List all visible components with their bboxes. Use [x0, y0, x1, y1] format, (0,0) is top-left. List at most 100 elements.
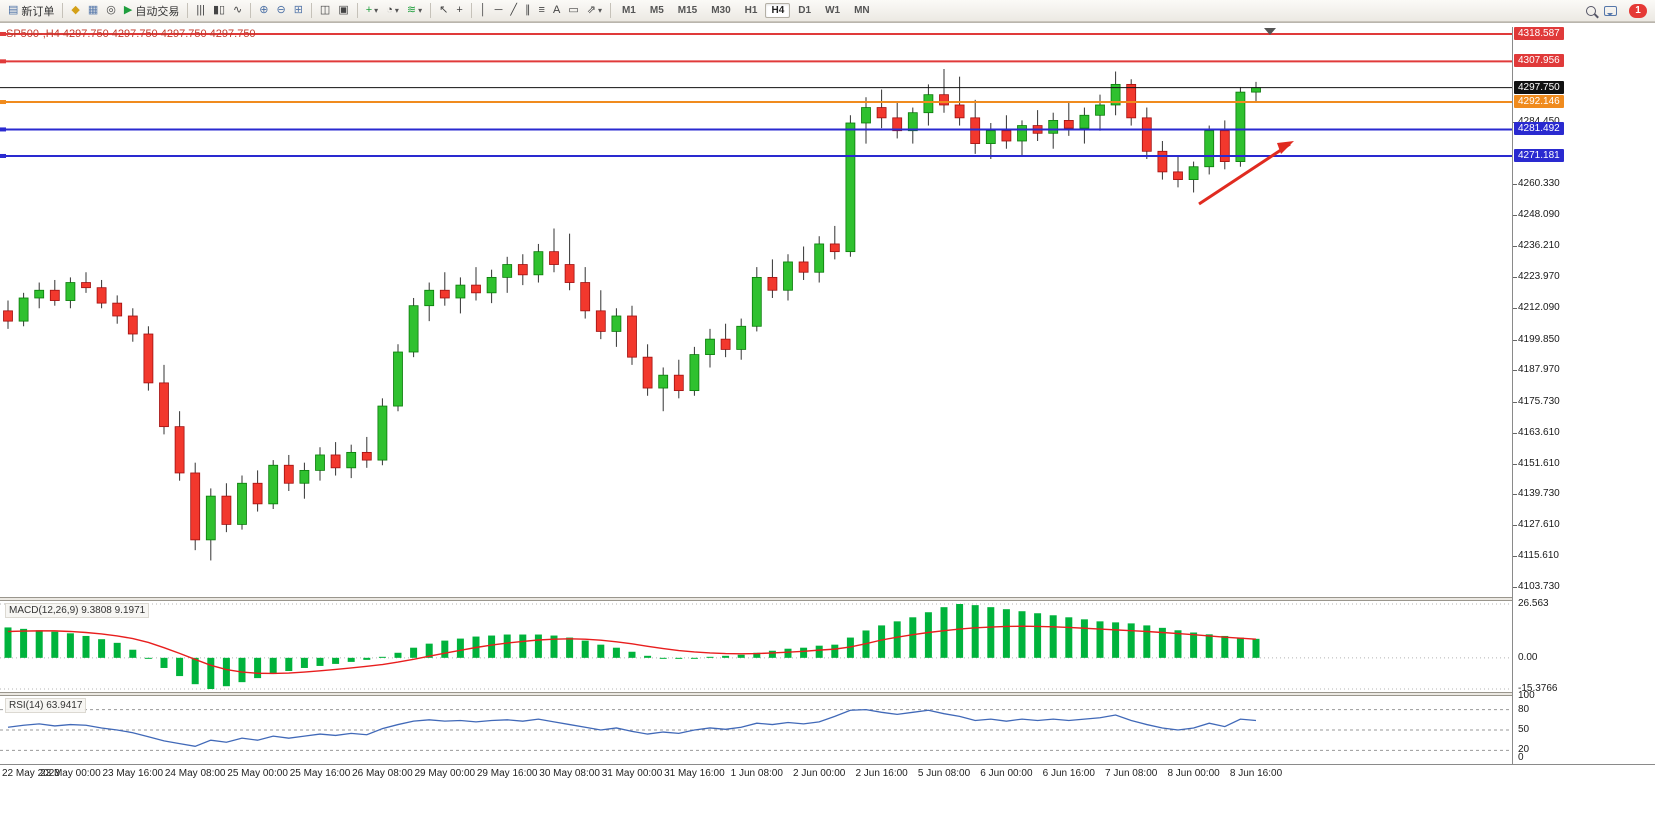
price-axis-label: 4199.850 — [1518, 333, 1560, 345]
chat-button[interactable] — [1601, 2, 1620, 20]
toolbar-separator — [62, 3, 64, 18]
channel-tool-button[interactable]: ∥ — [522, 2, 534, 20]
macd-header: MACD(12,26,9) 9.3808 9.1971 — [5, 603, 150, 618]
periods-button[interactable]: ◔ ▾ — [383, 2, 402, 20]
timeframe-m15[interactable]: M15 — [677, 5, 698, 16]
timeframe-m30[interactable]: M30 — [711, 5, 731, 16]
pane-separator[interactable] — [0, 692, 1655, 696]
chart-area: SP500-,H4 4297.750 4297.750 4297.750 429… — [0, 22, 1655, 830]
timeframe-w1[interactable]: W1 — [825, 5, 841, 16]
text-tool-button[interactable]: A — [550, 2, 563, 20]
time-axis[interactable]: 22 May 2023 23 May 00:00 23 May 16:00 24 Ma… — [0, 764, 1655, 785]
chat-icon — [1604, 5, 1617, 16]
price-axis-label: 4187.970 — [1518, 364, 1560, 376]
pane-separator[interactable] — [0, 597, 1655, 601]
text-label-icon: ▭ — [568, 4, 579, 16]
line-chart-mode-button[interactable]: ∿ — [230, 2, 245, 20]
timeframe-mn[interactable]: MN — [854, 5, 870, 16]
price-axis-tick — [1513, 370, 1517, 372]
timeframe-m5[interactable]: M5 — [649, 5, 664, 16]
price-axis[interactable]: 4284.450 4260.330 4248.090 4236.210 4223.970… — [1512, 26, 1655, 764]
trendline-tool-button[interactable]: ╱ — [507, 2, 520, 20]
grid-icon: ⊞ — [293, 4, 303, 16]
zoom-in-button[interactable]: ⊕ — [256, 2, 271, 20]
timeframe-h4[interactable]: H4 — [765, 3, 791, 18]
new-order-button[interactable]: ▤ 新订单 — [5, 2, 57, 20]
rsi-header: RSI(14) 63.9417 — [5, 698, 87, 713]
time-axis-label: 7 Jun 08:00 — [1105, 768, 1158, 779]
line-chart-icon: ∿ — [233, 4, 243, 16]
price-line-tag: 4281.492 — [1514, 122, 1564, 136]
macd-chart — [0, 603, 1512, 690]
tile-windows-button[interactable]: ◫ — [317, 2, 333, 20]
macd-pane[interactable] — [0, 601, 1512, 692]
market-watch-button[interactable]: ◆ — [68, 2, 82, 20]
crosshair-button[interactable]: + — [453, 2, 465, 20]
price-axis-tick — [1513, 525, 1517, 527]
search-button[interactable] — [1583, 2, 1599, 20]
price-line-tag: 4318.587 — [1514, 26, 1564, 40]
grid-button[interactable]: ⊞ — [291, 2, 306, 20]
indicators-button[interactable]: ≋ ▾ — [404, 2, 425, 20]
vertical-line-icon: │ — [479, 4, 487, 16]
price-axis-label: 4103.730 — [1518, 580, 1560, 592]
price-axis-tick — [1513, 494, 1517, 496]
vertical-line-tool-button[interactable]: │ — [477, 2, 490, 20]
toolbar-separator — [187, 3, 189, 18]
time-axis-label: 6 Jun 00:00 — [980, 768, 1033, 779]
navigator-button[interactable]: ◎ — [103, 2, 119, 20]
rsi-axis-label: 100 — [1518, 690, 1535, 701]
horizontal-line-tool-button[interactable]: ─ — [492, 2, 506, 20]
price-line-tag: 4292.146 — [1514, 95, 1564, 109]
macd-axis-label: -15.3766 — [1518, 683, 1558, 694]
rsi-axis-label: 50 — [1518, 724, 1530, 735]
zoom-out-button[interactable]: ⊖ — [273, 2, 288, 20]
auto-trading-label: 自动交易 — [135, 5, 180, 18]
price-axis-label: 4260.330 — [1518, 177, 1560, 189]
arrow-shape-icon: ⇗ — [586, 4, 596, 16]
time-axis-label: 31 May 16:00 — [664, 768, 725, 779]
cursor-button[interactable]: ↖ — [436, 2, 451, 20]
auto-trading-button[interactable]: ▶ 自动交易 — [121, 2, 182, 20]
fibonacci-icon: ≡ — [538, 4, 545, 16]
price-axis-label: 4236.210 — [1518, 239, 1560, 251]
notifications-badge[interactable]: 1 — [1629, 3, 1647, 18]
clock-icon: ◔ — [386, 4, 393, 16]
toolbar-separator — [609, 3, 611, 18]
macd-axis-label: 26.563 — [1518, 598, 1549, 609]
auto-trading-icon: ▶ — [123, 4, 133, 16]
timeframe-h1[interactable]: H1 — [744, 5, 758, 16]
chevron-down-icon: ▾ — [597, 6, 602, 15]
toolbar: ▤ 新订单 ◆ ▦ ◎ ▶ 自动交易 ||| ▮▯ ∿ ⊕ ⊖ ⊞ ◫ ▣ + ▾… — [0, 0, 1655, 22]
rsi-axis-label: 0 — [1518, 752, 1524, 763]
price-axis-tick — [1513, 401, 1517, 403]
time-axis-label: 2 Jun 16:00 — [855, 768, 908, 779]
text-label-tool-button[interactable]: ▭ — [565, 2, 581, 20]
new-chart-button[interactable]: + ▾ — [363, 2, 381, 20]
cascade-windows-icon: ▣ — [338, 4, 349, 16]
timeframe-d1[interactable]: D1 — [798, 5, 812, 16]
price-axis-tick — [1513, 556, 1517, 558]
candle-chart-mode-button[interactable]: ▮▯ — [210, 2, 228, 20]
price-axis-tick — [1513, 432, 1517, 434]
bar-chart-mode-button[interactable]: ||| — [193, 2, 208, 20]
time-axis-label: 6 Jun 16:00 — [1042, 768, 1095, 779]
price-axis-label: 4115.610 — [1518, 550, 1559, 562]
price-axis-label: 4212.090 — [1518, 302, 1560, 314]
rsi-pane[interactable] — [0, 696, 1512, 764]
data-window-icon: ▦ — [87, 4, 99, 16]
chevron-down-icon: ▾ — [394, 6, 399, 15]
data-window-button[interactable]: ▦ — [85, 2, 101, 20]
arrows-tool-button[interactable]: ⇗ ▾ — [584, 2, 605, 20]
cascade-windows-button[interactable]: ▣ — [335, 2, 351, 20]
price-axis-tick — [1513, 463, 1517, 465]
bar-chart-icon: ||| — [196, 4, 205, 16]
rsi-axis-label: 80 — [1518, 703, 1530, 715]
timeframe-m1[interactable]: M1 — [621, 5, 636, 16]
price-axis-label: 4139.730 — [1518, 488, 1560, 500]
search-icon — [1586, 5, 1596, 16]
price-axis-tick — [1513, 215, 1517, 217]
fibonacci-tool-button[interactable]: ≡ — [536, 2, 548, 20]
main-chart-pane[interactable] — [0, 27, 1512, 597]
